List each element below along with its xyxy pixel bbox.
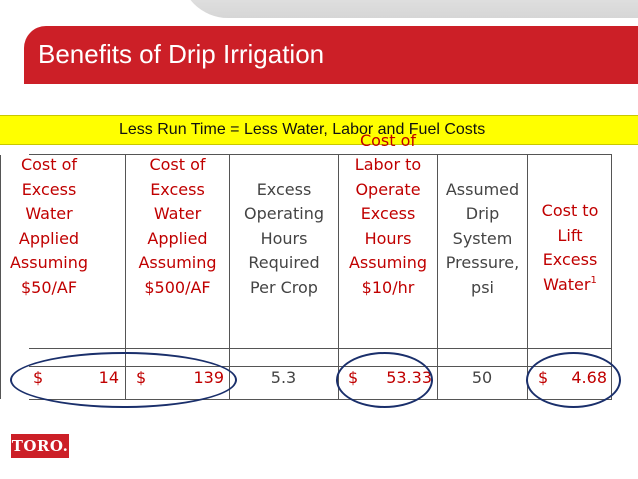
header-line: $50/AF bbox=[20, 277, 78, 297]
value-hours: 5.3 bbox=[270, 368, 297, 387]
top-decoration bbox=[0, 0, 638, 26]
col-labor: Cost of Labor to Operate Excess Hours Assumin… bbox=[338, 131, 437, 399]
col-hours: Excess Operating Hours Required Per Crop bbox=[229, 155, 338, 399]
header-line: psi bbox=[471, 277, 494, 297]
header-line: Applied bbox=[147, 228, 208, 248]
footnote-marker: 1 bbox=[590, 274, 597, 286]
banner: Less Run Time = Less Water, Labor and Fu… bbox=[0, 115, 638, 145]
header-hours: Excess Operating Hours Required Per Crop bbox=[230, 178, 338, 301]
header-labor: Cost of Labor to Operate Excess Hours Assumin… bbox=[339, 129, 437, 301]
header-line: Hours bbox=[364, 228, 412, 248]
header-line: System bbox=[452, 228, 513, 248]
header-line: Cost of bbox=[20, 155, 78, 174]
header-lift: Cost to Lift Excess Water1 bbox=[528, 199, 612, 300]
col-water-500: Cost of Excess Water Applied Assuming $500/AF bbox=[125, 155, 229, 399]
header-line: Operate bbox=[355, 179, 421, 199]
highlight-ellipse-water bbox=[10, 352, 237, 408]
header-line: Excess bbox=[256, 179, 312, 199]
col-pressure: Assumed Drip System Pressure, psi bbox=[437, 155, 527, 399]
value-pressure: 50 bbox=[471, 368, 493, 387]
header-water-500: Cost of Excess Water Applied Assuming $500/AF bbox=[126, 153, 229, 300]
header-line: Cost of bbox=[359, 130, 417, 150]
highlight-ellipse-labor bbox=[336, 352, 433, 408]
header-line: Water bbox=[153, 204, 202, 223]
header-line: Hours bbox=[260, 228, 308, 248]
header-line: Cost to bbox=[541, 201, 599, 220]
header-line: $500/AF bbox=[144, 277, 211, 297]
header-water-50: Cost of Excess Water Applied Assuming $50/AF bbox=[1, 153, 97, 300]
header-line: Assuming bbox=[138, 253, 217, 272]
header-line: Required bbox=[248, 253, 320, 272]
header-line: Assuming bbox=[348, 253, 428, 272]
highlight-ellipse-lift bbox=[526, 352, 621, 408]
slide-title: Benefits of Drip Irrigation bbox=[38, 39, 325, 69]
header-line: Excess bbox=[150, 179, 205, 199]
table-divider bbox=[29, 366, 612, 367]
banner-text: Less Run Time = Less Water, Labor and Fu… bbox=[119, 121, 486, 138]
header-line: Water1 bbox=[543, 274, 597, 294]
col-lift: Cost to Lift Excess Water1 bbox=[527, 155, 612, 399]
header-line: Excess bbox=[21, 179, 77, 199]
header-line: Pressure, bbox=[445, 253, 520, 272]
header-pressure: Assumed Drip System Pressure, psi bbox=[438, 178, 527, 301]
header-line: Excess bbox=[360, 204, 416, 223]
toro-logo: TORO. bbox=[11, 434, 69, 458]
header-line: Drip bbox=[465, 204, 500, 223]
header-line: Assuming bbox=[9, 253, 89, 272]
header-line: Assumed bbox=[445, 179, 520, 199]
header-line: Lift bbox=[557, 225, 583, 245]
header-line: $10/hr bbox=[361, 277, 415, 297]
header-line: Excess bbox=[542, 250, 598, 269]
header-line: Labor to bbox=[354, 155, 422, 174]
header-line: Applied bbox=[18, 228, 80, 248]
header-line: Water bbox=[25, 204, 73, 223]
header-line: Cost of bbox=[149, 155, 206, 174]
header-line: Per Crop bbox=[250, 277, 318, 297]
col-water-50: Cost of Excess Water Applied Assuming $50/AF bbox=[0, 155, 97, 399]
cost-table: Cost of Excess Water Applied Assuming $50/AF … bbox=[0, 131, 612, 400]
header-line: Operating bbox=[244, 204, 324, 223]
table-divider bbox=[29, 348, 612, 349]
title-bar: Benefits of Drip Irrigation bbox=[24, 26, 638, 84]
